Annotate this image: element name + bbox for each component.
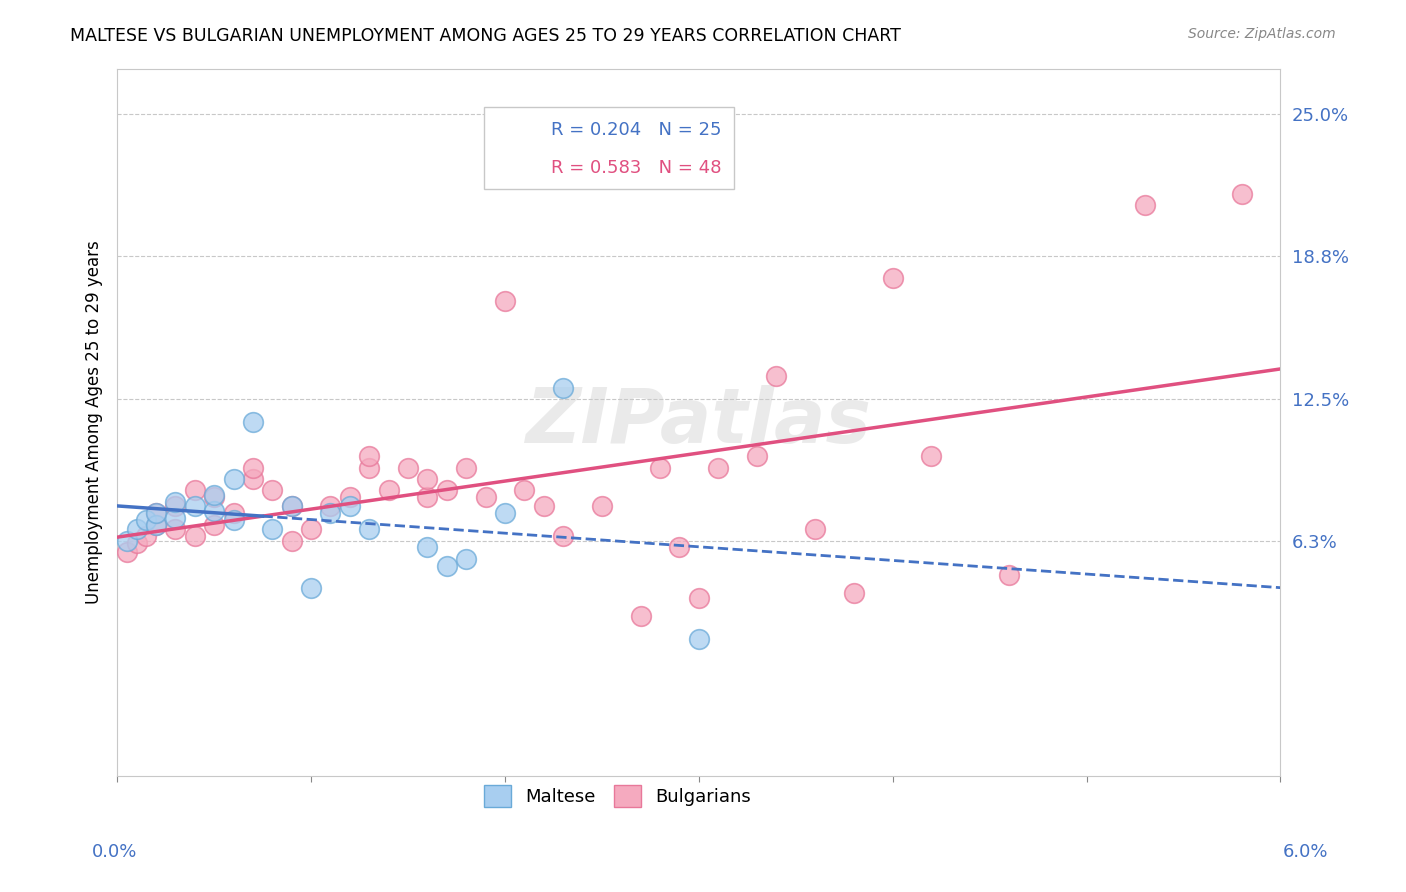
Point	[882, 271, 904, 285]
Point	[242, 415, 264, 429]
Point	[280, 533, 302, 548]
Point	[262, 522, 284, 536]
Point	[115, 545, 138, 559]
Point	[416, 490, 439, 504]
Text: ZIPatlas: ZIPatlas	[526, 385, 872, 459]
Point	[242, 472, 264, 486]
Point	[1133, 198, 1156, 212]
Point	[184, 500, 207, 514]
Point	[145, 506, 167, 520]
Point	[688, 632, 710, 646]
Point	[630, 608, 652, 623]
Point	[222, 472, 245, 486]
Point	[648, 460, 671, 475]
Text: MALTESE VS BULGARIAN UNEMPLOYMENT AMONG AGES 25 TO 29 YEARS CORRELATION CHART: MALTESE VS BULGARIAN UNEMPLOYMENT AMONG …	[70, 27, 901, 45]
Point	[668, 541, 690, 555]
Point	[262, 483, 284, 498]
Point	[115, 533, 138, 548]
Text: R = 0.583   N = 48: R = 0.583 N = 48	[551, 160, 721, 178]
Point	[339, 490, 361, 504]
Point	[222, 513, 245, 527]
Point	[416, 472, 439, 486]
Point	[222, 506, 245, 520]
Point	[202, 504, 225, 518]
Point	[135, 529, 157, 543]
Point	[299, 522, 322, 536]
Point	[242, 460, 264, 475]
Point	[202, 517, 225, 532]
Point	[553, 381, 575, 395]
Point	[765, 369, 787, 384]
Point	[319, 506, 342, 520]
Point	[688, 591, 710, 605]
Point	[553, 529, 575, 543]
Point	[494, 294, 516, 309]
Point	[921, 449, 943, 463]
Point	[591, 500, 613, 514]
Point	[474, 490, 496, 504]
Point	[145, 517, 167, 532]
Point	[804, 522, 827, 536]
Point	[745, 449, 768, 463]
Point	[339, 500, 361, 514]
Point	[280, 500, 302, 514]
Point	[396, 460, 419, 475]
Point	[359, 522, 381, 536]
Y-axis label: Unemployment Among Ages 25 to 29 years: Unemployment Among Ages 25 to 29 years	[86, 240, 103, 604]
Point	[165, 522, 187, 536]
Text: Source: ZipAtlas.com: Source: ZipAtlas.com	[1188, 27, 1336, 41]
Point	[135, 513, 157, 527]
Point	[202, 490, 225, 504]
Text: 6.0%: 6.0%	[1284, 843, 1329, 861]
Point	[842, 586, 865, 600]
Point	[436, 483, 458, 498]
Point	[125, 522, 148, 536]
Point	[165, 500, 187, 514]
Point	[145, 506, 167, 520]
Point	[184, 483, 207, 498]
Point	[436, 558, 458, 573]
Point	[416, 541, 439, 555]
Point	[165, 510, 187, 524]
Point	[707, 460, 730, 475]
Point	[165, 495, 187, 509]
Point	[494, 506, 516, 520]
Point	[125, 536, 148, 550]
Point	[533, 500, 555, 514]
Point	[359, 460, 381, 475]
Text: R = 0.204   N = 25: R = 0.204 N = 25	[551, 121, 721, 139]
Point	[280, 500, 302, 514]
Point	[319, 500, 342, 514]
Point	[202, 488, 225, 502]
Point	[1230, 186, 1253, 201]
Point	[359, 449, 381, 463]
Point	[299, 582, 322, 596]
Point	[377, 483, 399, 498]
Text: 0.0%: 0.0%	[91, 843, 136, 861]
Legend: Maltese, Bulgarians: Maltese, Bulgarians	[475, 776, 761, 816]
Point	[184, 529, 207, 543]
Point	[456, 552, 478, 566]
Point	[456, 460, 478, 475]
Point	[998, 567, 1021, 582]
FancyBboxPatch shape	[484, 107, 734, 189]
Point	[513, 483, 536, 498]
Point	[145, 517, 167, 532]
